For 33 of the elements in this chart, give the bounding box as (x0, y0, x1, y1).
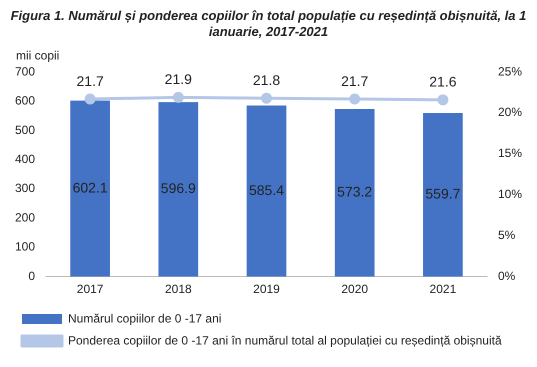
y-tick-label: 200 (14, 210, 36, 224)
y-tick-label: 400 (14, 152, 36, 166)
y-tick-label: 0 (28, 268, 36, 283)
x-tick-label: 2020 (341, 282, 368, 296)
y2-tick-label: 20% (498, 105, 522, 120)
legend-label: Ponderea copiilor de 0 -17 ani în numărul total al populației cu reședință obișnuită (68, 333, 502, 348)
data-label: 21.7 (76, 72, 104, 89)
data-label: 21.8 (252, 72, 280, 88)
chart-title: Figura 1. Numărul și ponderea copiilor în total populație cu reședință obișnuită, la 1 ianuarie, 2017-2021 (10, 8, 528, 41)
data-label: 602.1 (72, 179, 108, 196)
y2-tick-label: 0% (498, 268, 516, 283)
y2-tick-label: 15% (498, 146, 522, 160)
data-label: 573.2 (337, 184, 372, 200)
x-tick-label: 2021 (430, 282, 457, 296)
y-axis-title: mii copii (16, 48, 60, 62)
data-label: 21.9 (164, 71, 192, 88)
x-tick-label: 2018 (164, 282, 192, 296)
x-tick-label: 2019 (253, 282, 280, 296)
data-label: 21.6 (429, 74, 457, 90)
legend-label: Numărul copiilor de 0 -17 ani (68, 311, 222, 326)
y-tick-label: 100 (14, 240, 36, 254)
y-tick-label: 600 (14, 94, 36, 108)
data-label: 596.9 (160, 180, 196, 196)
y-tick-label: 700 (14, 64, 36, 78)
data-label: 585.4 (248, 182, 284, 198)
y2-tick-label: 25% (498, 64, 522, 78)
y-tick-label: 300 (14, 181, 36, 196)
data-label: 559.7 (425, 186, 461, 202)
data-label: 21.7 (341, 72, 369, 89)
x-tick-label: 2017 (76, 282, 104, 296)
y2-tick-label: 5% (498, 228, 516, 242)
y-tick-label: 500 (14, 122, 36, 137)
y2-tick-label: 10% (498, 187, 522, 202)
